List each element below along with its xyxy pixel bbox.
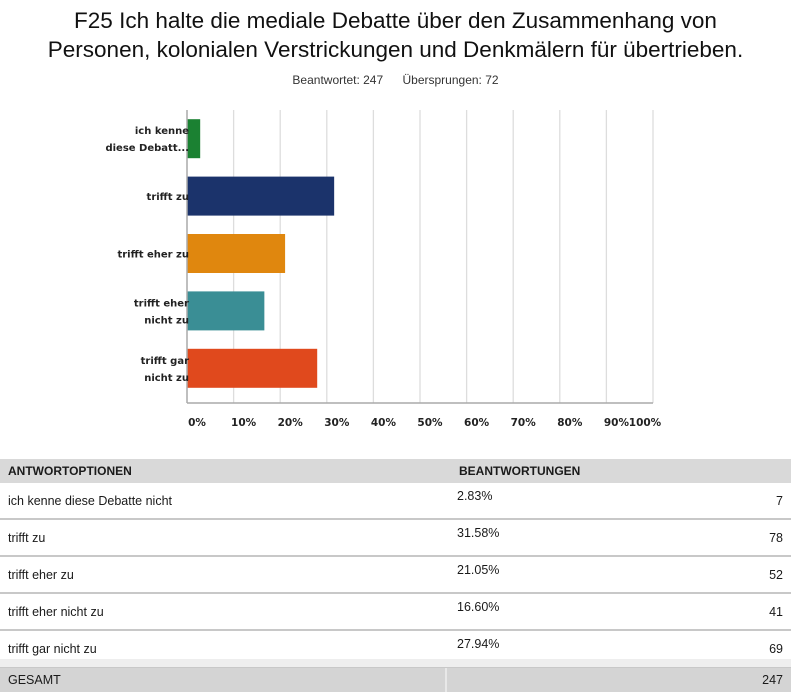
x-tick-label: 20% [278, 417, 304, 429]
table-row: trifft eher zu 21.05% 52 [0, 556, 791, 594]
response-count: 41 [661, 593, 791, 631]
category-label: ich kenne [135, 126, 189, 137]
answer-option: trifft eher zu [0, 556, 446, 594]
response-percent: 31.58% [445, 519, 662, 557]
response-stats: Beantwortet: 247 Übersprungen: 72 [0, 73, 791, 87]
x-tick-label: 100% [629, 417, 662, 429]
bar [187, 348, 318, 388]
question-title-line-2: Personen, kolonialen Verstrickungen und … [47, 37, 744, 62]
total-label: GESAMT [0, 667, 446, 692]
total-percent [445, 667, 662, 692]
bar [187, 291, 265, 331]
category-label: nicht zu [144, 315, 189, 326]
response-count: 78 [661, 519, 791, 557]
footer-band [0, 659, 791, 667]
x-tick-label: 60% [464, 417, 490, 429]
bar [187, 119, 201, 159]
response-table: ANTWORTOPTIONEN BEANTWORTUNGEN ich kenne… [0, 459, 791, 692]
category-label: nicht zu [144, 373, 189, 384]
x-tick-label: 70% [511, 417, 537, 429]
x-tick-label: 40% [371, 417, 397, 429]
bars [187, 119, 335, 388]
answer-option: ich kenne diese Debatte nicht [0, 483, 446, 520]
category-label: trifft eher zu [117, 250, 189, 261]
x-tick-label: 30% [324, 417, 350, 429]
table-row: trifft zu 31.58% 78 [0, 519, 791, 557]
bar-chart: ich kenne diese Debatt... trifft zu trifft … [105, 110, 662, 429]
bar [187, 176, 335, 216]
x-tick-label: 90% [604, 417, 630, 429]
answer-option: trifft eher nicht zu [0, 593, 446, 631]
category-label: trifft gar [141, 356, 189, 367]
response-count: 7 [661, 483, 791, 520]
total-row: GESAMT 247 [0, 667, 791, 692]
skipped-count: Übersprungen: 72 [402, 73, 499, 87]
bar [187, 234, 286, 273]
response-percent: 2.83% [445, 483, 662, 520]
x-tick-label: 10% [231, 417, 257, 429]
x-tick-label: 0% [188, 417, 206, 429]
table-row: ich kenne diese Debatte nicht 2.83% 7 [0, 483, 791, 520]
category-labels: ich kenne diese Debatt... trifft zu trifft … [105, 126, 189, 384]
header-answer-options: ANTWORTOPTIONEN [0, 459, 446, 483]
question-title-line-1: F25 Ich halte die mediale Debatte über d… [74, 8, 717, 33]
axes [186, 110, 653, 404]
answer-option: trifft zu [0, 519, 446, 557]
category-label: trifft eher [134, 298, 189, 309]
category-label: diese Debatt... [105, 143, 189, 154]
response-percent: 16.60% [445, 593, 662, 631]
x-tick-label: 80% [557, 417, 583, 429]
category-label: trifft zu [147, 192, 189, 203]
answered-count: Beantwortet: 247 [292, 73, 384, 87]
response-count: 52 [661, 556, 791, 594]
total-count: 247 [661, 667, 791, 692]
response-percent: 21.05% [445, 556, 662, 594]
x-tick-label: 50% [417, 417, 443, 429]
tick-labels: 0% 10% 20% 30% 40% 50% 60% 70% 80% 90% 100% [188, 417, 662, 429]
header-responses: BEANTWORTUNGEN [445, 459, 791, 483]
table-row: trifft eher nicht zu 16.60% 41 [0, 593, 791, 631]
table-header-row: ANTWORTOPTIONEN BEANTWORTUNGEN [0, 459, 791, 483]
question-title: F25 Ich halte die mediale Debatte über d… [0, 6, 791, 64]
